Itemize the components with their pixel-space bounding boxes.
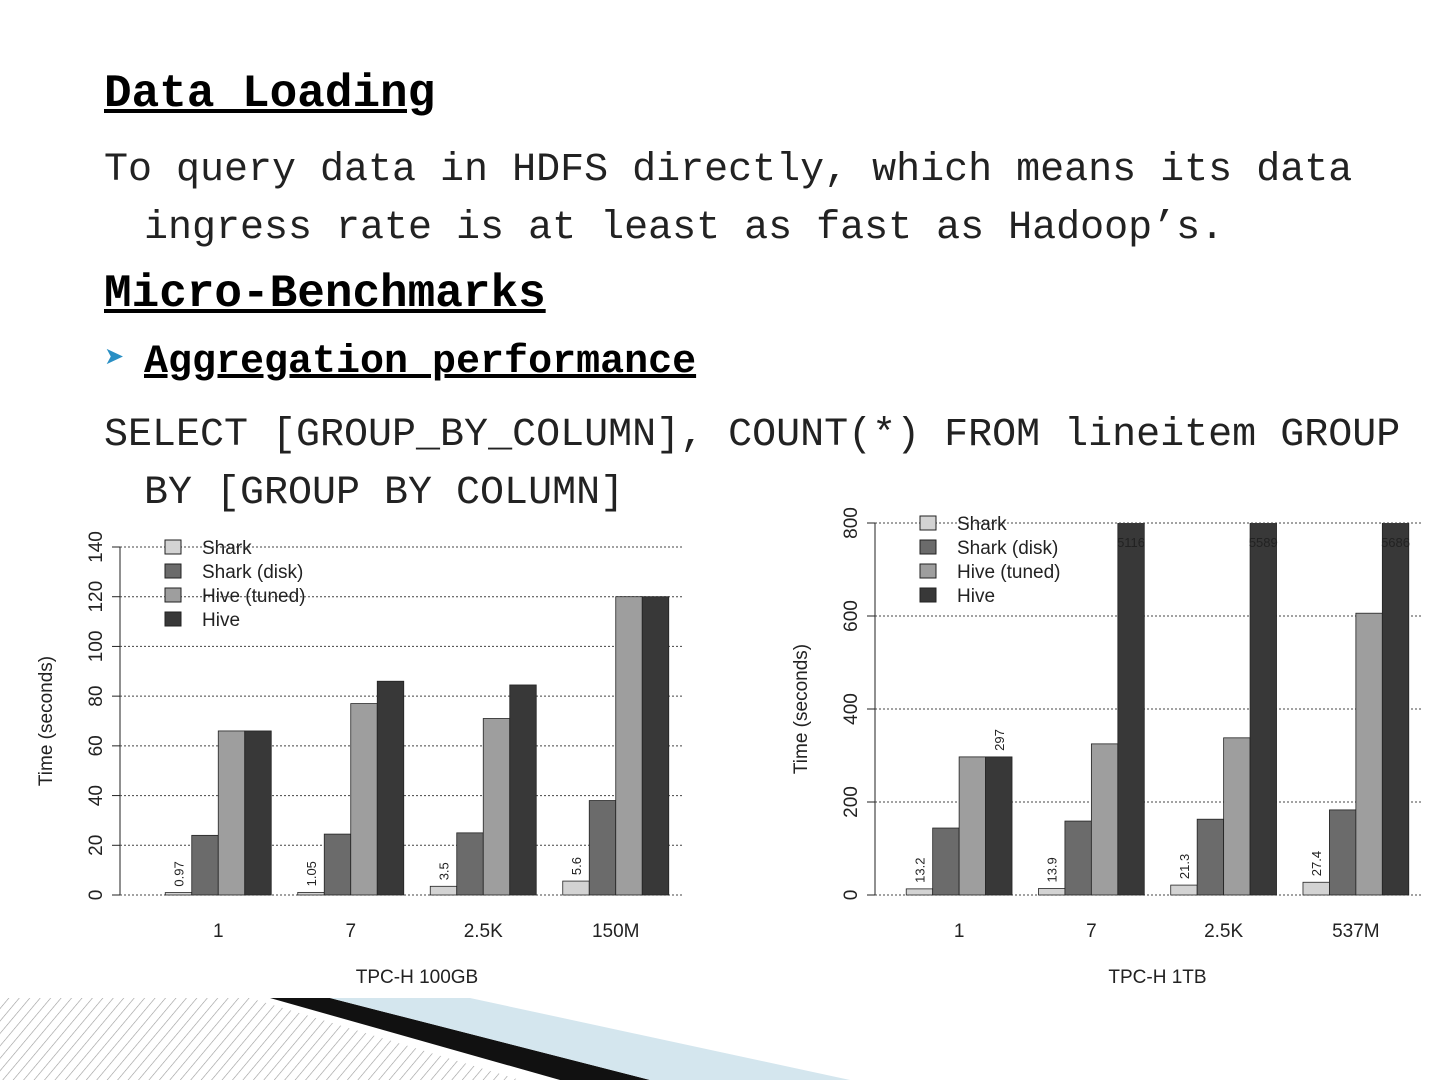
y-tick-label: 80 — [86, 686, 107, 707]
x-tick-label: 1 — [213, 921, 224, 942]
decor-band-dark — [270, 998, 650, 1080]
legend-label: Shark (disk) — [202, 562, 303, 583]
bar — [1117, 523, 1145, 896]
bar — [1038, 888, 1066, 896]
heading: Data Loading — [104, 68, 436, 120]
bar — [615, 596, 643, 896]
value-label: 5116 — [1117, 535, 1145, 550]
legend-label: Hive (tuned) — [202, 586, 306, 607]
legend-label: Hive — [202, 610, 240, 631]
chart: 0 200 400 600 800 Time (seconds) 1 7 2.5K 537M TPC… — [791, 507, 1422, 988]
legend-swatch — [164, 611, 182, 627]
x-tick-label: 2.5K — [1204, 921, 1243, 942]
legend-swatch — [919, 587, 937, 603]
bar — [376, 680, 405, 896]
y-tick-label: 40 — [86, 785, 107, 806]
y-tick-label: 60 — [86, 735, 107, 756]
bar — [429, 885, 458, 896]
legend-swatch — [164, 539, 182, 555]
bar — [350, 703, 378, 896]
bar — [164, 892, 193, 896]
bar — [191, 834, 219, 896]
decor-band-light — [330, 998, 850, 1080]
code: SELECT [GROUP_BY_COLUMN], COUNT(*) FROM … — [104, 413, 1401, 516]
x-tick-label: 2.5K — [464, 921, 503, 942]
y-tick-label: 800 — [841, 507, 862, 539]
value-label: 27.4 — [1309, 851, 1324, 876]
bar — [1064, 820, 1092, 896]
decor-hatch — [0, 998, 520, 1080]
bar — [217, 730, 246, 896]
bar — [562, 880, 590, 896]
x-axis-title: TPC-H 1TB — [1108, 967, 1206, 988]
bar — [244, 730, 272, 896]
x-tick-label: 537M — [1332, 921, 1380, 942]
bar — [1090, 743, 1119, 896]
bar — [1196, 818, 1225, 896]
heading: Micro-Benchmarks — [104, 268, 546, 320]
bar — [1302, 881, 1330, 896]
bar — [958, 756, 986, 896]
legend-swatch — [919, 563, 937, 579]
bar — [456, 832, 484, 896]
x-tick-label: 1 — [954, 921, 965, 942]
y-tick-label: 100 — [86, 631, 107, 663]
legend-label: Shark (disk) — [957, 538, 1058, 559]
y-tick-label: 0 — [86, 890, 107, 901]
bar — [985, 756, 1013, 896]
value-label: 13.2 — [912, 858, 927, 883]
bullet-text: Aggregation performance — [144, 340, 697, 385]
legend-label: Shark — [202, 538, 252, 559]
bar — [482, 718, 511, 896]
x-tick-label: 7 — [1086, 921, 1097, 942]
bullet-marker: ➤ — [104, 345, 125, 372]
bar — [297, 891, 325, 896]
value-label: 5686 — [1381, 535, 1410, 550]
legend-swatch — [164, 587, 182, 603]
value-label: 297 — [992, 729, 1007, 751]
legend-label: Hive — [957, 586, 995, 607]
legend-swatch — [919, 515, 937, 531]
legend-label: Hive (tuned) — [957, 562, 1061, 583]
bar — [1223, 737, 1251, 896]
bar — [588, 800, 617, 896]
y-tick-label: 400 — [841, 693, 862, 725]
legend-swatch — [919, 539, 937, 555]
value-label: 5.6 — [569, 857, 584, 875]
y-axis-title: Time (seconds) — [791, 644, 812, 774]
x-tick-label: 7 — [345, 921, 356, 942]
y-tick-label: 600 — [841, 600, 862, 632]
paragraph: To query data in HDFS directly, which me… — [104, 148, 1353, 251]
value-label: 13.9 — [1045, 857, 1060, 882]
value-label: 0.97 — [172, 861, 187, 886]
bar — [509, 684, 537, 896]
legend-label: Shark — [957, 514, 1007, 535]
bar — [1249, 523, 1277, 896]
legend-swatch — [164, 563, 182, 579]
y-tick-label: 200 — [841, 786, 862, 818]
value-label: 5589 — [1249, 535, 1278, 550]
x-tick-label: 150M — [592, 921, 640, 942]
y-tick-label: 20 — [86, 835, 107, 856]
bar — [932, 827, 960, 896]
value-label: 3.5 — [437, 862, 452, 880]
bar — [641, 596, 670, 896]
x-axis-title: TPC-H 100GB — [356, 967, 478, 988]
bar — [323, 833, 352, 896]
bar — [1329, 809, 1357, 896]
chart: 0 20 40 60 80 100 120 140 Time (seconds) 1 7 2.5K 15… — [36, 531, 682, 988]
bar — [1355, 612, 1383, 896]
value-label: 21.3 — [1177, 854, 1192, 879]
bar — [905, 888, 934, 896]
y-tick-label: 0 — [841, 890, 862, 901]
bar — [1170, 884, 1198, 896]
value-label: 1.05 — [304, 861, 319, 886]
y-tick-label: 140 — [86, 531, 107, 563]
y-tick-label: 120 — [86, 581, 107, 613]
y-axis-title: Time (seconds) — [36, 656, 57, 786]
bar — [1381, 523, 1410, 896]
